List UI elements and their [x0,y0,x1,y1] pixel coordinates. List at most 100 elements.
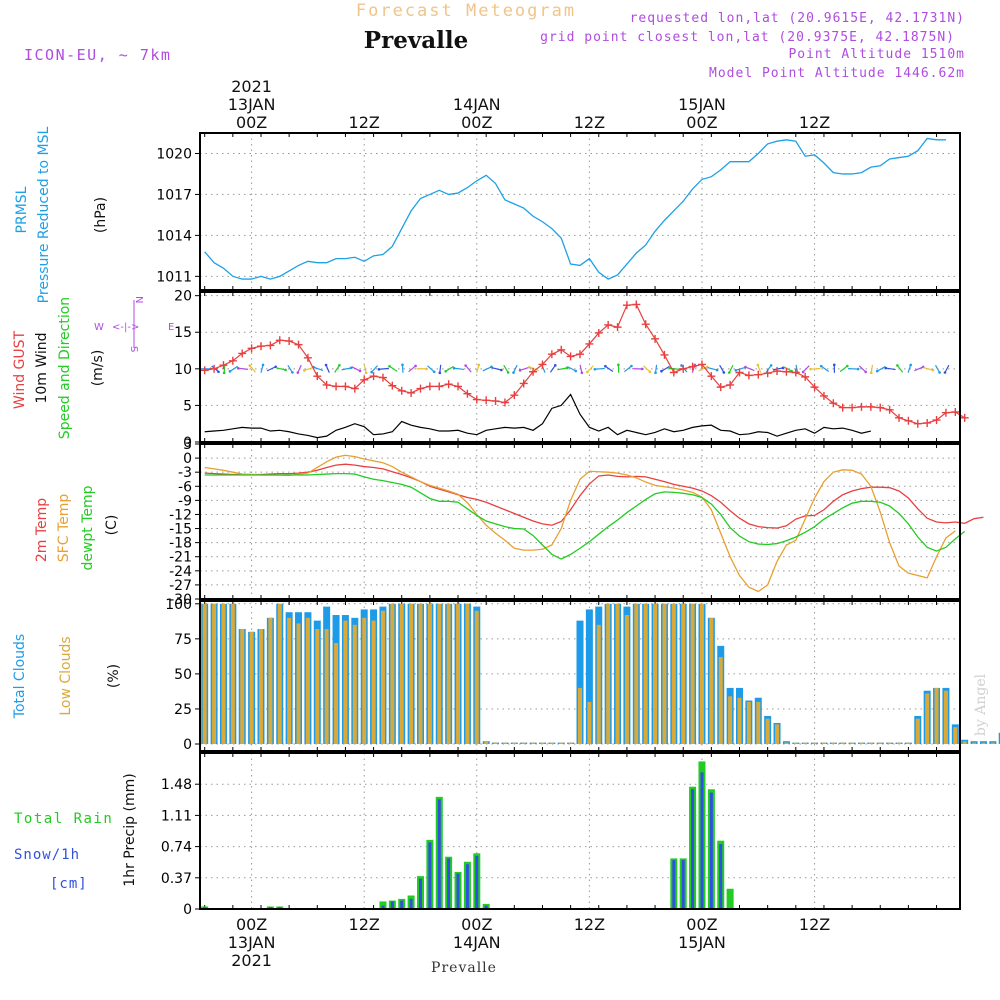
wind-arrow-head [654,371,657,375]
wind-arrow [594,367,605,370]
wind-arrow [529,366,539,372]
wind-gust-point [866,402,875,411]
wind-gust-point [923,418,932,427]
wind-gust-point [407,388,416,397]
precipitation-ytick-label: 1.11 [161,808,192,824]
low-cloud-bar [812,742,817,744]
snow-bar [437,799,441,909]
wind-arrow-head [302,369,306,372]
low-cloud-bar [887,742,892,744]
low-cloud-bar [990,742,995,744]
wind-arrow [719,364,725,373]
wind-arrow-head [358,369,362,373]
low-cloud-bar [718,657,723,744]
wind-arrow [297,364,302,373]
low-cloud-bar [868,742,873,744]
low-cloud-bar [249,631,254,744]
total-cloud-bar [989,741,997,744]
total-cloud-bar [585,609,593,744]
low-cloud-bar [456,603,461,744]
wind-gust-point [285,337,294,346]
snow-bar [672,860,676,909]
temp-dewpt-line [204,472,966,560]
wind-arrow [557,367,568,371]
station-name: Prevalle [364,27,468,54]
wind-arrow [445,365,454,372]
low-cloud-bar [437,603,442,744]
wind-arrow-head [846,364,849,368]
total-cloud-bar [782,741,790,744]
wind-arrow [491,367,502,371]
wind-arrow-head [864,370,867,374]
pressure-labels: PRMSL Pressure Reduced to MSL (hPa) [14,126,109,303]
low-cloud-bar [484,741,489,744]
wind-label-2: 10m Wind [34,332,50,403]
wind-ytick-label: 0 [183,435,192,451]
wind-ytick-label: 20 [174,289,192,305]
temp-label-2: SFC Temp [56,494,72,563]
clouds-ytick-label: 0 [183,737,192,753]
wind-arrow-head [432,370,436,374]
wind-arrow-head [222,371,226,375]
snow-bar [456,873,460,909]
wind-gust-point [688,362,697,371]
grid-point-coords: grid point closest lon,lat (20.9375E, 42… [540,30,955,45]
low-cloud-bar [512,742,517,744]
low-cloud-bar [399,603,404,744]
wind-gust-point [951,408,960,416]
low-cloud-bar [699,603,704,744]
cloud-label-2: Low Clouds [58,636,74,715]
wind-arrow [567,366,577,372]
wind-arrow [923,366,934,371]
wind-arrow [304,366,314,371]
temp-unit: (C) [104,515,120,536]
wind-gust-point [566,352,575,361]
wind-arrow-head [580,371,584,375]
time-label-bottom: 13JAN [228,933,276,952]
wind-arrow [378,367,389,370]
wind-arrow-head [217,370,220,374]
wind-gust-point [369,372,378,381]
temperature-ytick-label: -6 [178,479,192,495]
wind-gust-point [350,384,359,393]
wind-arrow [503,364,509,373]
compass-arrow: <-|-> [112,322,139,333]
low-cloud-bar [371,620,376,744]
compass-legend: W E <-|-> N S [94,296,174,352]
precipitation-panel: 0 0.37 0.74 1.11 1.48 [161,752,961,918]
cloud-label-1: Total Clouds [12,634,28,719]
wind-arrow-head [296,371,300,374]
wind-gust-point [763,369,772,378]
model-altitude: Model Point Altitude 1446.62m [709,66,965,81]
wind-gust-point [435,382,444,391]
low-cloud-bar [934,687,939,744]
low-cloud-bar [502,742,507,744]
wind-gust-point [444,380,453,389]
low-cloud-bar [671,603,676,744]
snow-bar [681,860,685,909]
low-cloud-bar [662,603,667,744]
wind-arrow [260,364,264,373]
wind-gust-point [585,339,594,348]
low-cloud-bar [568,742,573,744]
wind-arrow-head [444,369,448,373]
wind-gust-point [332,382,341,391]
wind-gust-point [810,383,819,392]
time-label-top: 2021 [231,77,272,96]
low-cloud-bar [775,724,780,744]
wind-arrow [661,365,670,372]
wind-arrow [802,365,810,373]
wind-arrow-head [809,367,812,371]
wind-gust-point [529,367,538,376]
wind-arrow-head [869,371,873,375]
low-cloud-bar [897,742,902,744]
wind-arrow [914,366,924,372]
wind-gust-point [622,301,631,310]
wind-arrow-head [943,371,947,374]
low-cloud-bar [268,617,273,744]
low-cloud-bar [878,742,883,744]
low-cloud-bar [746,701,751,744]
low-cloud-bar [287,617,292,744]
wind-gust-point [904,416,913,425]
